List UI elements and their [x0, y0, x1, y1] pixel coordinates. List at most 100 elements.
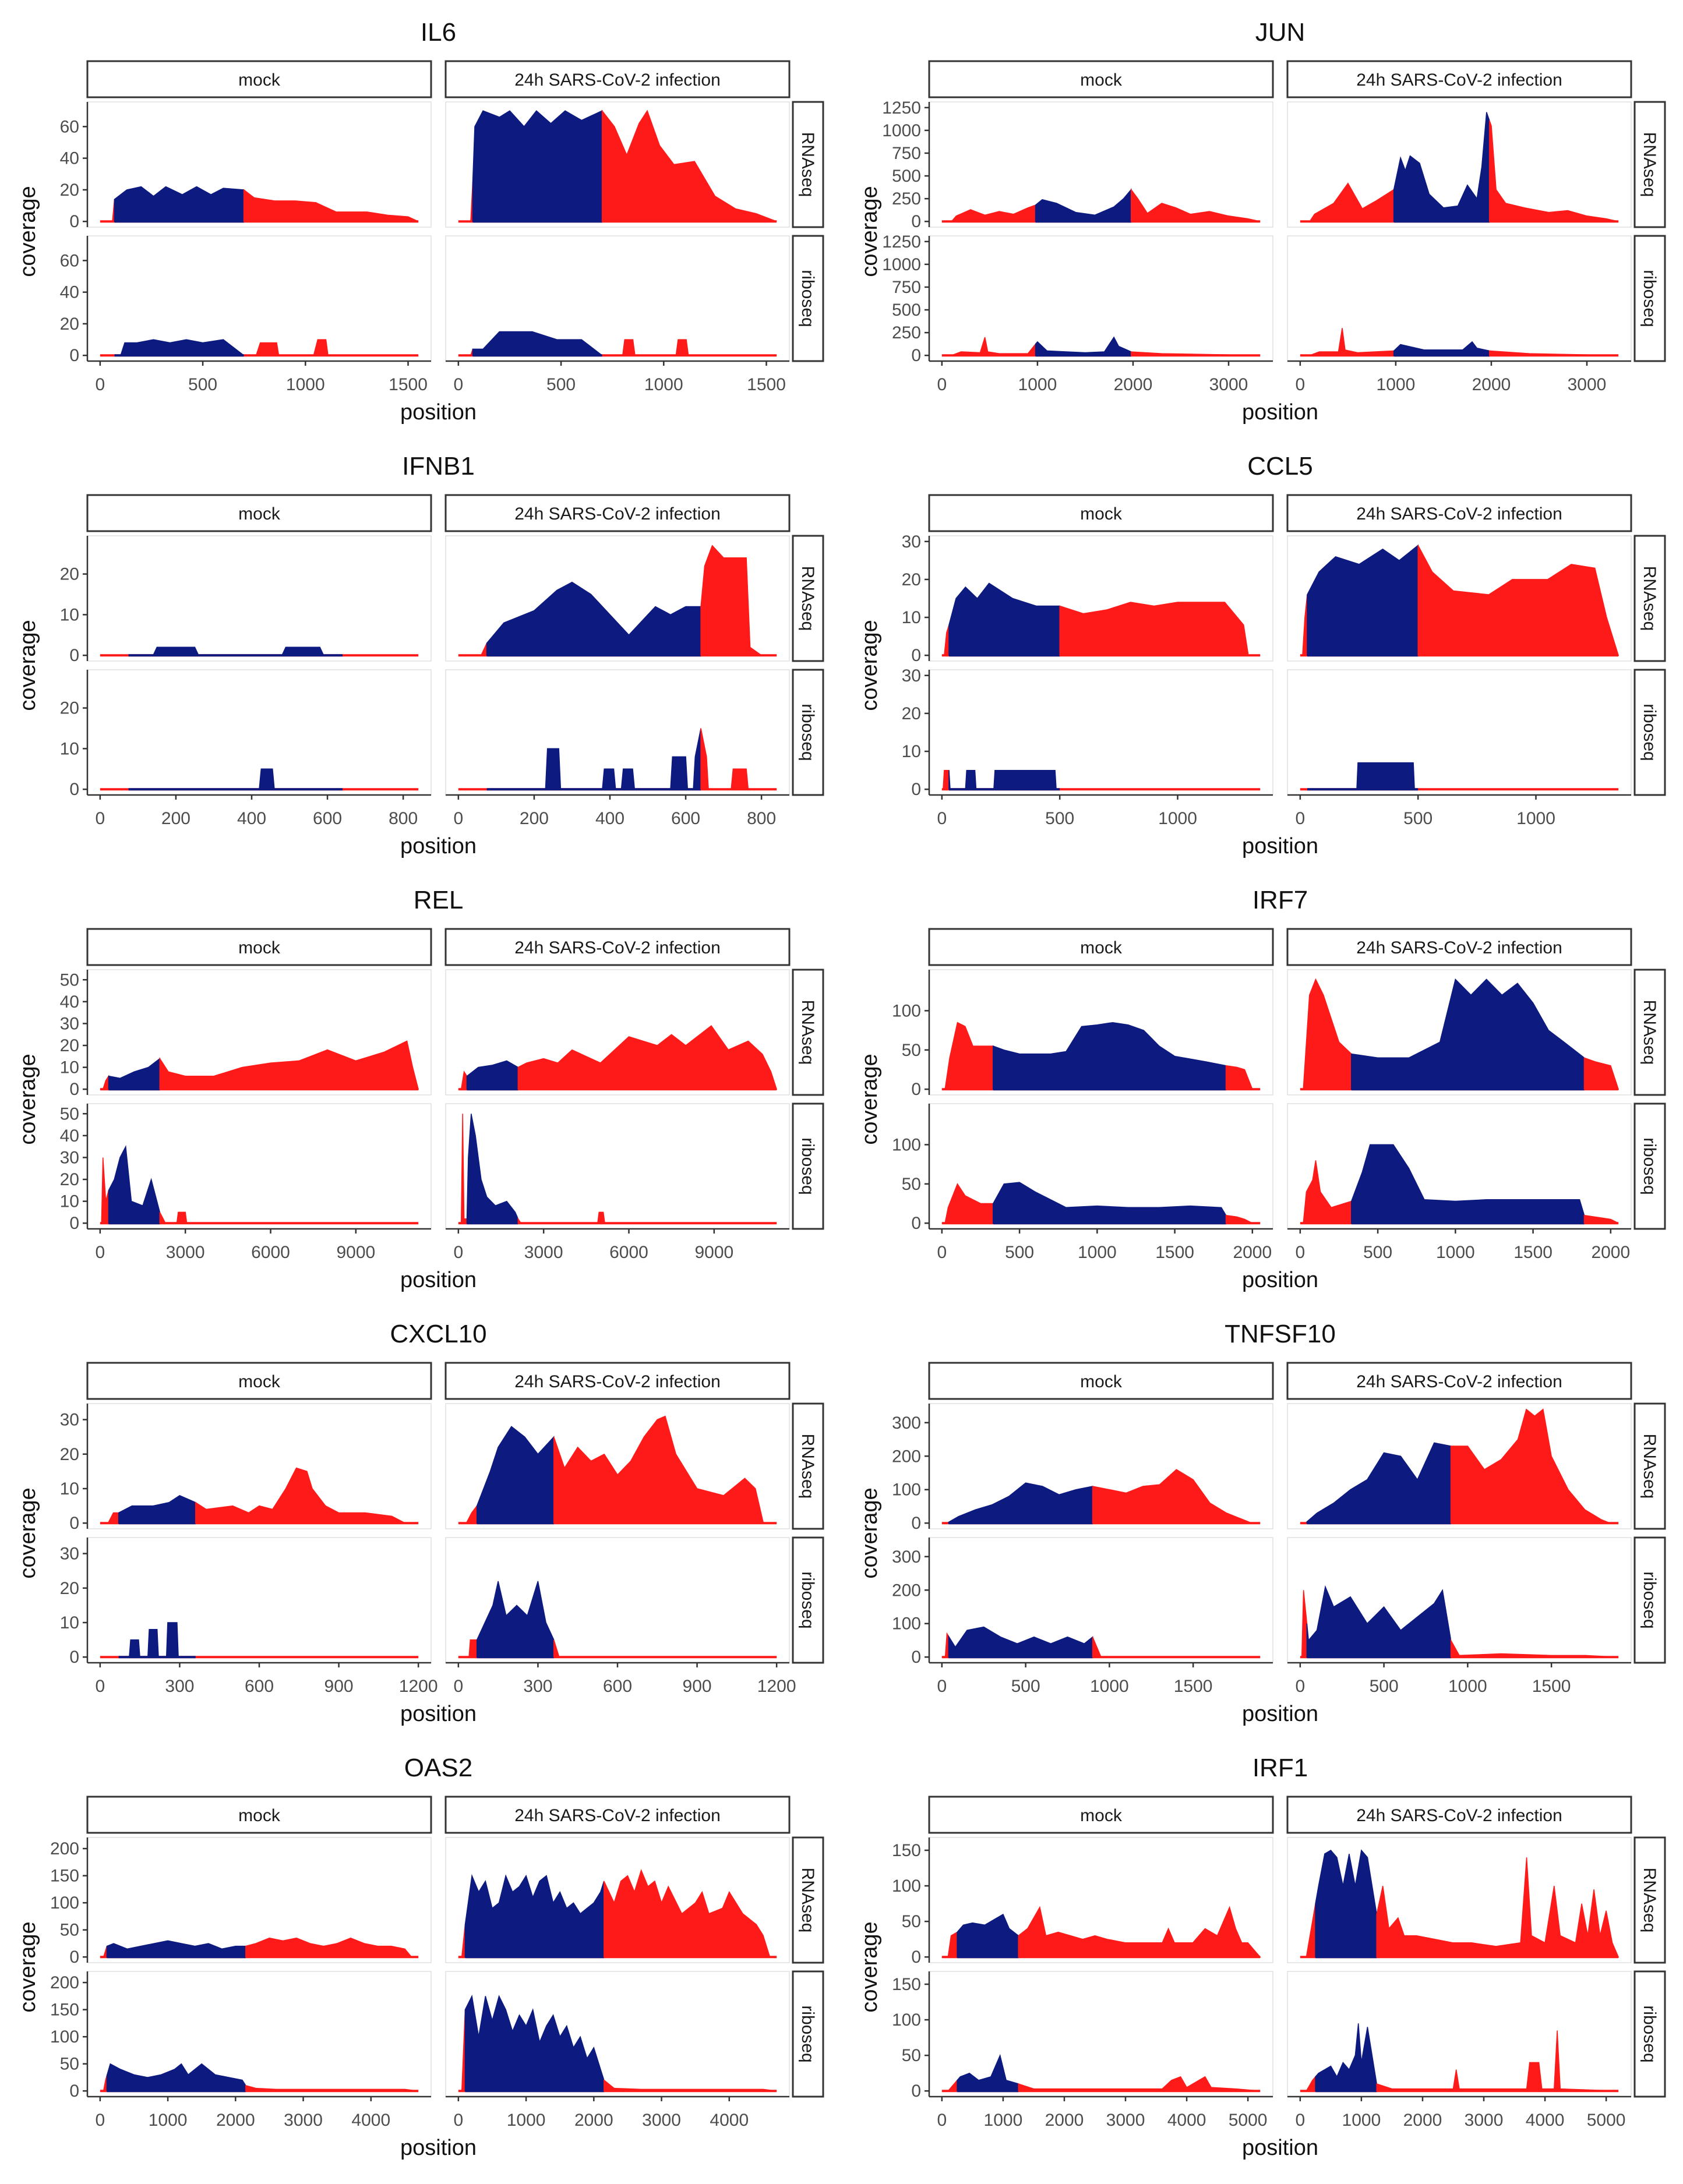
x-tick-label: 1500	[1532, 1677, 1571, 1696]
panel-mock-rnaseq	[929, 535, 1273, 662]
x-axis-title: position	[400, 1702, 477, 1726]
chart-ccl5: CCL5 mock 24h SARS-CoV-2 infection RNAseq ri…	[858, 452, 1666, 858]
utr-5-area	[458, 1114, 468, 1224]
facet-strip-24h-sars-cov-2-infection	[444, 1362, 791, 1400]
utr-3-area	[700, 728, 777, 790]
y-tick-label: 0	[911, 1648, 921, 1667]
track-strip-riboseq	[792, 669, 824, 796]
panel-24h-sars-cov-2-infection-rnaseq	[445, 535, 790, 662]
x-tick-label: 2000	[216, 2111, 255, 2130]
x-tick-label: 4000	[1526, 2111, 1565, 2130]
y-tick-label: 0	[69, 346, 79, 365]
x-tick-label: 0	[937, 2111, 947, 2130]
y-tick-label: 100	[892, 2010, 921, 2030]
x-tick-label: 4000	[351, 2111, 390, 2130]
utr-3-area	[517, 1025, 778, 1090]
utr-5-area	[1300, 1903, 1316, 1957]
panel-mock-riboseq	[929, 1971, 1273, 2097]
panel-24h-sars-cov-2-infection-riboseq	[445, 669, 790, 796]
x-tick-label: 1500	[1155, 1243, 1194, 1262]
x-tick-label: 3000	[1568, 375, 1607, 394]
y-tick-label: 40	[60, 149, 79, 168]
facet-label: mock	[238, 504, 281, 524]
utr-3-area	[1376, 2030, 1619, 2091]
facet-strip-24h-sars-cov-2-infection	[1286, 494, 1632, 532]
x-tick-label: 1500	[1513, 1243, 1553, 1262]
cds-area	[118, 1494, 196, 1524]
cds-area	[1035, 336, 1132, 356]
x-tick-label: 3000	[642, 2111, 681, 2130]
panel-24h-sars-cov-2-infection-riboseq	[445, 235, 790, 362]
track-strip-riboseq	[1633, 669, 1666, 796]
cds-area	[466, 1060, 519, 1090]
utr-3-area	[1059, 602, 1261, 656]
y-tick-label: 10	[60, 1192, 79, 1211]
panel-frame	[929, 669, 1273, 796]
y-axis-title: coverage	[16, 1054, 40, 1144]
x-tick-label: 500	[188, 375, 217, 394]
y-tick-label: 300	[892, 1413, 921, 1433]
x-axis-title: position	[1242, 834, 1318, 858]
y-tick-label: 1250	[882, 232, 921, 252]
cds-area	[128, 646, 343, 656]
chart-irf7: IRF7 mock 24h SARS-CoV-2 infection RNAseq ri…	[858, 886, 1666, 1292]
y-tick-label: 60	[60, 117, 79, 136]
cds-area	[1306, 1442, 1452, 1524]
x-tick-label: 9000	[336, 1243, 375, 1262]
chart-il6: IL6 mock 24h SARS-CoV-2 infection RNAseq rib…	[16, 18, 824, 425]
panel-24h-sars-cov-2-infection-riboseq	[1287, 669, 1632, 796]
panel-frame	[445, 969, 790, 1095]
facet-label: 24h SARS-CoV-2 infection	[1356, 938, 1562, 957]
y-tick-label: 0	[911, 1948, 921, 1967]
panel-frame	[445, 535, 790, 662]
track-strip-rnaseq	[1633, 101, 1666, 228]
chart-irf1: IRF1 mock 24h SARS-CoV-2 infection RNAseq ri…	[858, 1754, 1666, 2160]
track-strip-riboseq	[792, 1970, 824, 2098]
y-tick-label: 20	[902, 570, 921, 589]
y-tick-label: 500	[892, 301, 921, 320]
cds-area	[128, 768, 343, 790]
track-label: riboseq	[798, 704, 817, 761]
track-label: riboseq	[1640, 704, 1659, 761]
y-tick-label: 0	[69, 646, 79, 665]
track-strip-riboseq	[1633, 1102, 1666, 1230]
x-tick-label: 3000	[284, 2111, 323, 2130]
x-tick-label: 1000	[1078, 1243, 1117, 1262]
cds-area	[114, 186, 245, 222]
facet-label: 24h SARS-CoV-2 infection	[1356, 70, 1562, 90]
x-tick-label: 1200	[399, 1677, 438, 1696]
y-tick-label: 150	[892, 1841, 921, 1860]
facet-label: 24h SARS-CoV-2 infection	[514, 70, 721, 90]
chart-ifnb1: IFNB1 mock 24h SARS-CoV-2 infection RNAseq r…	[16, 452, 824, 858]
utr-5-area	[1300, 2075, 1316, 2091]
y-tick-label: 20	[60, 314, 79, 334]
utr-3-area	[1092, 1469, 1261, 1524]
x-tick-label: 0	[937, 809, 947, 828]
y-tick-label: 20	[60, 1036, 79, 1055]
y-tick-label: 0	[911, 346, 921, 365]
utr-3-area	[553, 1639, 777, 1658]
x-tick-label: 5000	[1587, 2111, 1626, 2130]
panel-24h-sars-cov-2-infection-riboseq	[445, 1103, 790, 1229]
y-tick-label: 10	[60, 1613, 79, 1632]
y-tick-label: 0	[911, 780, 921, 799]
panel-frame	[1287, 1837, 1632, 1963]
panel-frame	[1287, 1403, 1632, 1529]
cds-area	[106, 2063, 246, 2091]
y-axis-title: coverage	[858, 1921, 882, 2012]
x-tick-label: 2000	[1472, 375, 1511, 394]
utr-3-area	[1130, 351, 1261, 356]
x-tick-label: 0	[937, 1677, 947, 1696]
utr-3-area	[1488, 120, 1619, 222]
utr-3-area	[1450, 1638, 1619, 1658]
x-tick-label: 0	[96, 1677, 105, 1696]
y-tick-label: 20	[902, 704, 921, 723]
chart-title: OAS2	[404, 1754, 472, 1782]
track-label: riboseq	[798, 1137, 817, 1195]
facet-strip-24h-sars-cov-2-infection	[444, 494, 791, 532]
panel-frame	[929, 1971, 1273, 2097]
cds-area	[948, 582, 1060, 656]
y-axis-title: coverage	[858, 186, 882, 277]
cds-area	[1315, 1849, 1377, 1957]
panel-frame	[87, 669, 432, 796]
